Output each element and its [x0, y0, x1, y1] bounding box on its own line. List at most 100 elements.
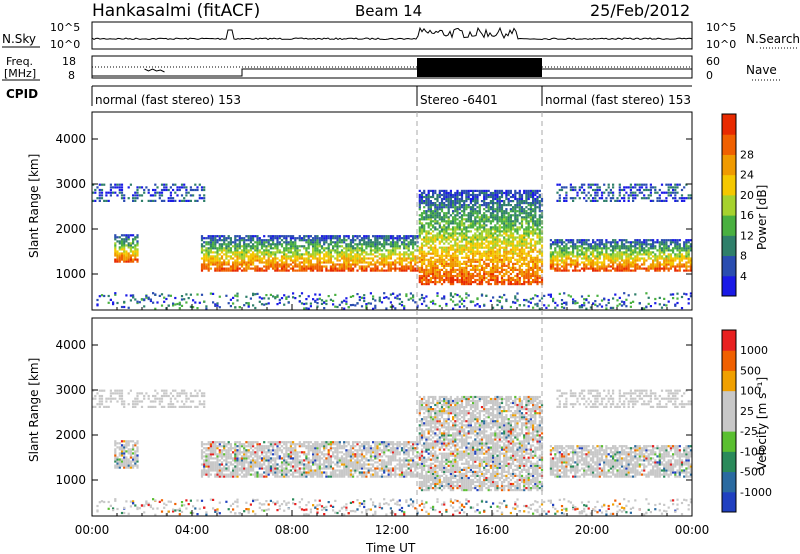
power-cell	[578, 245, 581, 248]
power-cell	[327, 253, 330, 256]
power-cell	[636, 255, 639, 258]
power-cell	[536, 195, 539, 199]
power-cell	[420, 214, 424, 217]
power-cell	[254, 293, 257, 296]
power-cell	[520, 256, 524, 259]
power-cell	[516, 210, 519, 213]
power-cell	[336, 263, 339, 266]
power-cell	[496, 234, 499, 237]
power-cell	[634, 249, 637, 252]
power-cell	[505, 212, 508, 215]
power-cell	[598, 261, 601, 264]
power-cell	[354, 243, 357, 246]
power-cell	[216, 267, 219, 270]
power-cell	[456, 208, 459, 211]
power-cell	[216, 304, 219, 307]
power-cell	[492, 218, 495, 221]
power-cell	[498, 246, 501, 249]
power-cell	[352, 261, 355, 264]
power-cell	[523, 202, 526, 205]
power-cell	[596, 261, 599, 264]
power-cell	[518, 214, 521, 217]
power-cell	[436, 232, 439, 235]
power-cell	[276, 267, 279, 270]
power-cell	[663, 257, 666, 260]
power-cell	[334, 293, 337, 296]
power-cell	[514, 283, 517, 286]
power-cell	[163, 183, 166, 186]
power-cell	[429, 189, 432, 192]
power-cell	[338, 239, 341, 242]
power-cell	[563, 186, 566, 189]
power-cell	[614, 245, 617, 248]
power-cell	[456, 276, 459, 280]
power-cell	[669, 261, 672, 264]
power-cell	[492, 204, 495, 207]
power-cell	[307, 255, 310, 258]
power-cell	[287, 243, 290, 246]
power-cell	[285, 247, 288, 250]
power-cell	[665, 259, 668, 262]
power-cell	[592, 249, 595, 252]
power-cell	[245, 235, 248, 238]
power-cell	[527, 197, 530, 201]
power-cell	[132, 252, 135, 255]
power-cell	[616, 265, 619, 268]
power-cell	[218, 249, 221, 252]
power-cell	[647, 257, 650, 260]
power-cell	[569, 259, 572, 262]
power-cell	[487, 278, 490, 282]
power-cell	[329, 237, 332, 240]
power-cell	[536, 278, 539, 282]
power-cell	[245, 302, 248, 305]
power-cell	[629, 257, 632, 260]
power-cell	[289, 241, 292, 244]
power-cell	[356, 235, 359, 238]
power-cell	[449, 191, 452, 195]
power-cell	[312, 267, 315, 270]
power-cell	[469, 224, 472, 227]
power-cell	[134, 246, 137, 249]
power-cell	[203, 199, 206, 202]
power-cell	[418, 230, 421, 233]
power-cell	[474, 197, 477, 201]
power-cell	[454, 262, 457, 265]
power-cell	[118, 236, 121, 239]
power-cell	[263, 269, 266, 272]
power-cell	[218, 261, 221, 264]
power-cell	[474, 278, 477, 282]
power-cell	[434, 204, 437, 207]
power-cell	[427, 191, 430, 195]
power-cell	[192, 306, 195, 309]
power-cell	[649, 183, 652, 186]
power-cell	[523, 274, 526, 278]
power-cell	[329, 249, 332, 252]
power-cell	[507, 224, 510, 227]
power-cell	[458, 200, 461, 203]
power-cell	[118, 183, 121, 186]
power-cell	[554, 255, 557, 258]
power-cell	[256, 259, 259, 262]
power-cell	[374, 245, 377, 248]
power-cell	[663, 247, 666, 250]
power-cell	[634, 269, 637, 272]
power-cell	[454, 222, 457, 225]
power-cell	[474, 234, 477, 237]
power-cell	[525, 254, 528, 257]
power-cell	[578, 269, 581, 272]
power-cell	[469, 220, 472, 223]
power-cell	[520, 252, 524, 255]
power-cell	[452, 281, 455, 284]
power-cell	[474, 244, 477, 247]
power-cell	[614, 259, 617, 262]
power-cell	[460, 210, 464, 213]
power-cell	[574, 263, 577, 266]
power-cell	[492, 236, 495, 239]
power-cell	[247, 249, 250, 252]
power-cell	[523, 260, 526, 263]
power-cell	[469, 212, 472, 215]
power-cell	[438, 262, 441, 265]
power-cell	[454, 303, 457, 307]
power-cell	[392, 235, 395, 238]
power-cell	[236, 257, 239, 260]
